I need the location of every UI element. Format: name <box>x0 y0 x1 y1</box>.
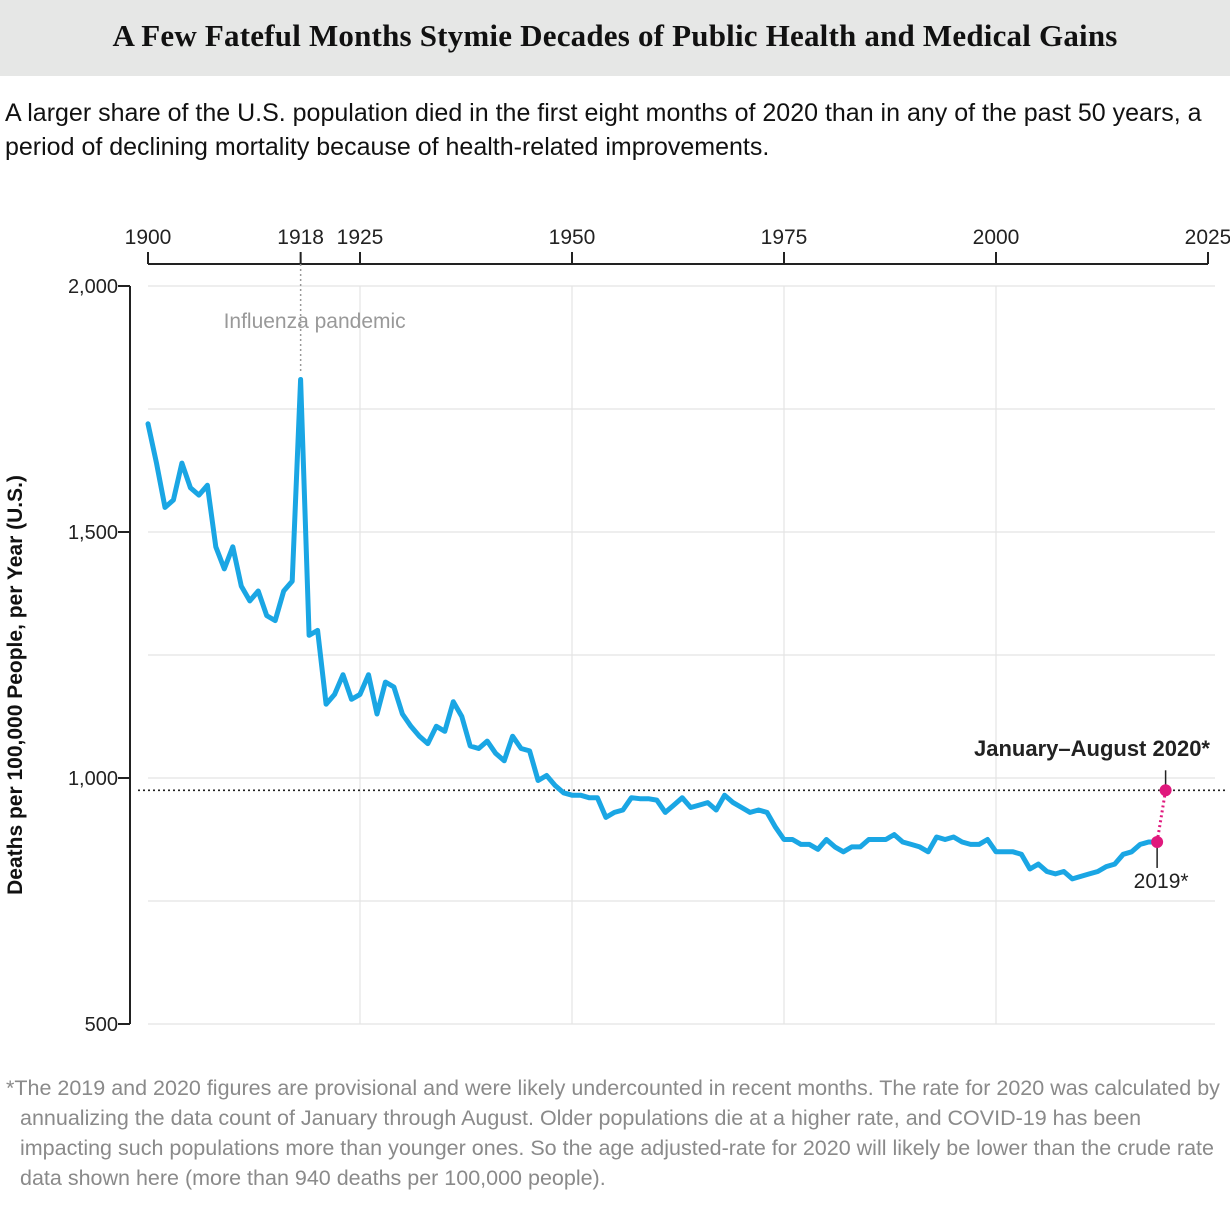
y-tick-label: 2,000 <box>68 276 118 298</box>
chart-title: A Few Fateful Months Stymie Decades of P… <box>112 18 1118 53</box>
footnote-text: *The 2019 and 2020 figures are provision… <box>6 1076 1220 1190</box>
point-2020-label: January–August 2020* <box>974 736 1210 761</box>
x-tick-label: 2000 <box>973 226 1020 249</box>
x-tick-label: 1950 <box>549 226 596 249</box>
point-2019-label: 2019* <box>1134 870 1189 893</box>
chart-subtitle: A larger share of the U.S. population di… <box>5 99 1202 161</box>
x-tick-label: 1925 <box>337 226 384 249</box>
annotation-label: Influenza pandemic <box>224 310 406 333</box>
footnote: *The 2019 and 2020 figures are provision… <box>6 1073 1226 1193</box>
y-tick-label: 1,000 <box>68 768 118 790</box>
x-tick-label: 1918 <box>277 226 324 249</box>
point-2019 <box>1151 835 1164 848</box>
highlight-connector <box>1155 790 1168 843</box>
x-tick-label: 2025 <box>1185 226 1230 249</box>
x-tick-label: 1975 <box>761 226 808 249</box>
mortality-line-chart: 500 1,000 1,500 2,000 Deaths per 100,000 Peo… <box>4 226 1230 1036</box>
x-tick-label: 1900 <box>125 226 172 249</box>
y-tick-label: 500 <box>85 1014 118 1036</box>
title-bar <box>0 0 1230 76</box>
y-tick-label: 1,500 <box>68 522 118 544</box>
point-2020 <box>1159 784 1172 797</box>
y-axis-title: Deaths per 100,000 People, per Year (U.S… <box>4 475 27 895</box>
mortality-series-line <box>145 377 1160 882</box>
